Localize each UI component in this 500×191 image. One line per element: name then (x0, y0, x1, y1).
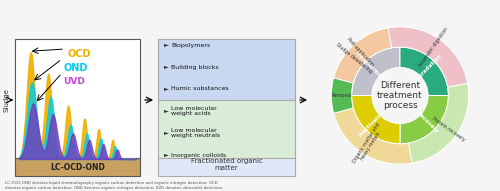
Bar (15, 158, 140, 176)
Text: Fractionated organic
matter: Fractionated organic matter (190, 159, 262, 172)
Wedge shape (332, 28, 392, 98)
Wedge shape (400, 96, 448, 144)
Text: Degradation: Degradation (412, 53, 442, 84)
Text: Low molecular
weight acids: Low molecular weight acids (171, 106, 217, 116)
Text: ►: ► (164, 65, 169, 70)
Wedge shape (352, 96, 400, 144)
Bar (158, 100, 295, 161)
Bar (15, 39, 140, 161)
Text: LC-OCD-OND: LC-OCD-OND (50, 163, 105, 172)
Text: OCD: OCD (67, 49, 90, 59)
Text: Low molecular
weight neutrals: Low molecular weight neutrals (171, 128, 220, 138)
Text: UVD: UVD (63, 77, 85, 86)
Text: Different
treatment
process: Different treatment process (377, 81, 423, 110)
Text: ►: ► (164, 108, 169, 113)
Text: Inactivation: Inactivation (358, 108, 388, 138)
Text: Biopolymers: Biopolymers (171, 43, 210, 48)
Text: Anaerobic digestion: Anaerobic digestion (418, 27, 449, 68)
Text: Post-application: Post-application (346, 37, 375, 68)
Wedge shape (388, 27, 468, 87)
Text: LC-OCD-OND denotes liquid chromatography organic carbon detection and organic ni: LC-OCD-OND denotes liquid chromatography… (5, 181, 224, 190)
Text: Building blocks: Building blocks (171, 65, 218, 70)
Text: Sludge dewatering: Sludge dewatering (336, 43, 374, 75)
Text: ►: ► (164, 152, 169, 158)
Text: Humic substances: Humic substances (171, 87, 228, 91)
Bar (158, 39, 295, 100)
Wedge shape (352, 47, 400, 96)
Text: ►: ► (164, 87, 169, 91)
Bar (158, 158, 295, 176)
Text: Organic matter and
heavy metals: Organic matter and heavy metals (352, 122, 386, 168)
Wedge shape (334, 108, 412, 164)
Text: Removal: Removal (331, 93, 351, 98)
Wedge shape (332, 78, 353, 113)
Text: Inorganic colloids: Inorganic colloids (171, 152, 226, 158)
Wedge shape (334, 28, 392, 83)
Text: Protein recovery: Protein recovery (430, 116, 466, 142)
Wedge shape (400, 47, 448, 96)
Text: Transformation: Transformation (354, 50, 392, 87)
Text: Sludge: Sludge (3, 88, 9, 112)
Wedge shape (408, 84, 469, 163)
Text: Recovery: Recovery (415, 111, 439, 134)
Text: OND: OND (63, 63, 88, 73)
Text: ►: ► (164, 130, 169, 135)
Text: ►: ► (164, 43, 169, 48)
